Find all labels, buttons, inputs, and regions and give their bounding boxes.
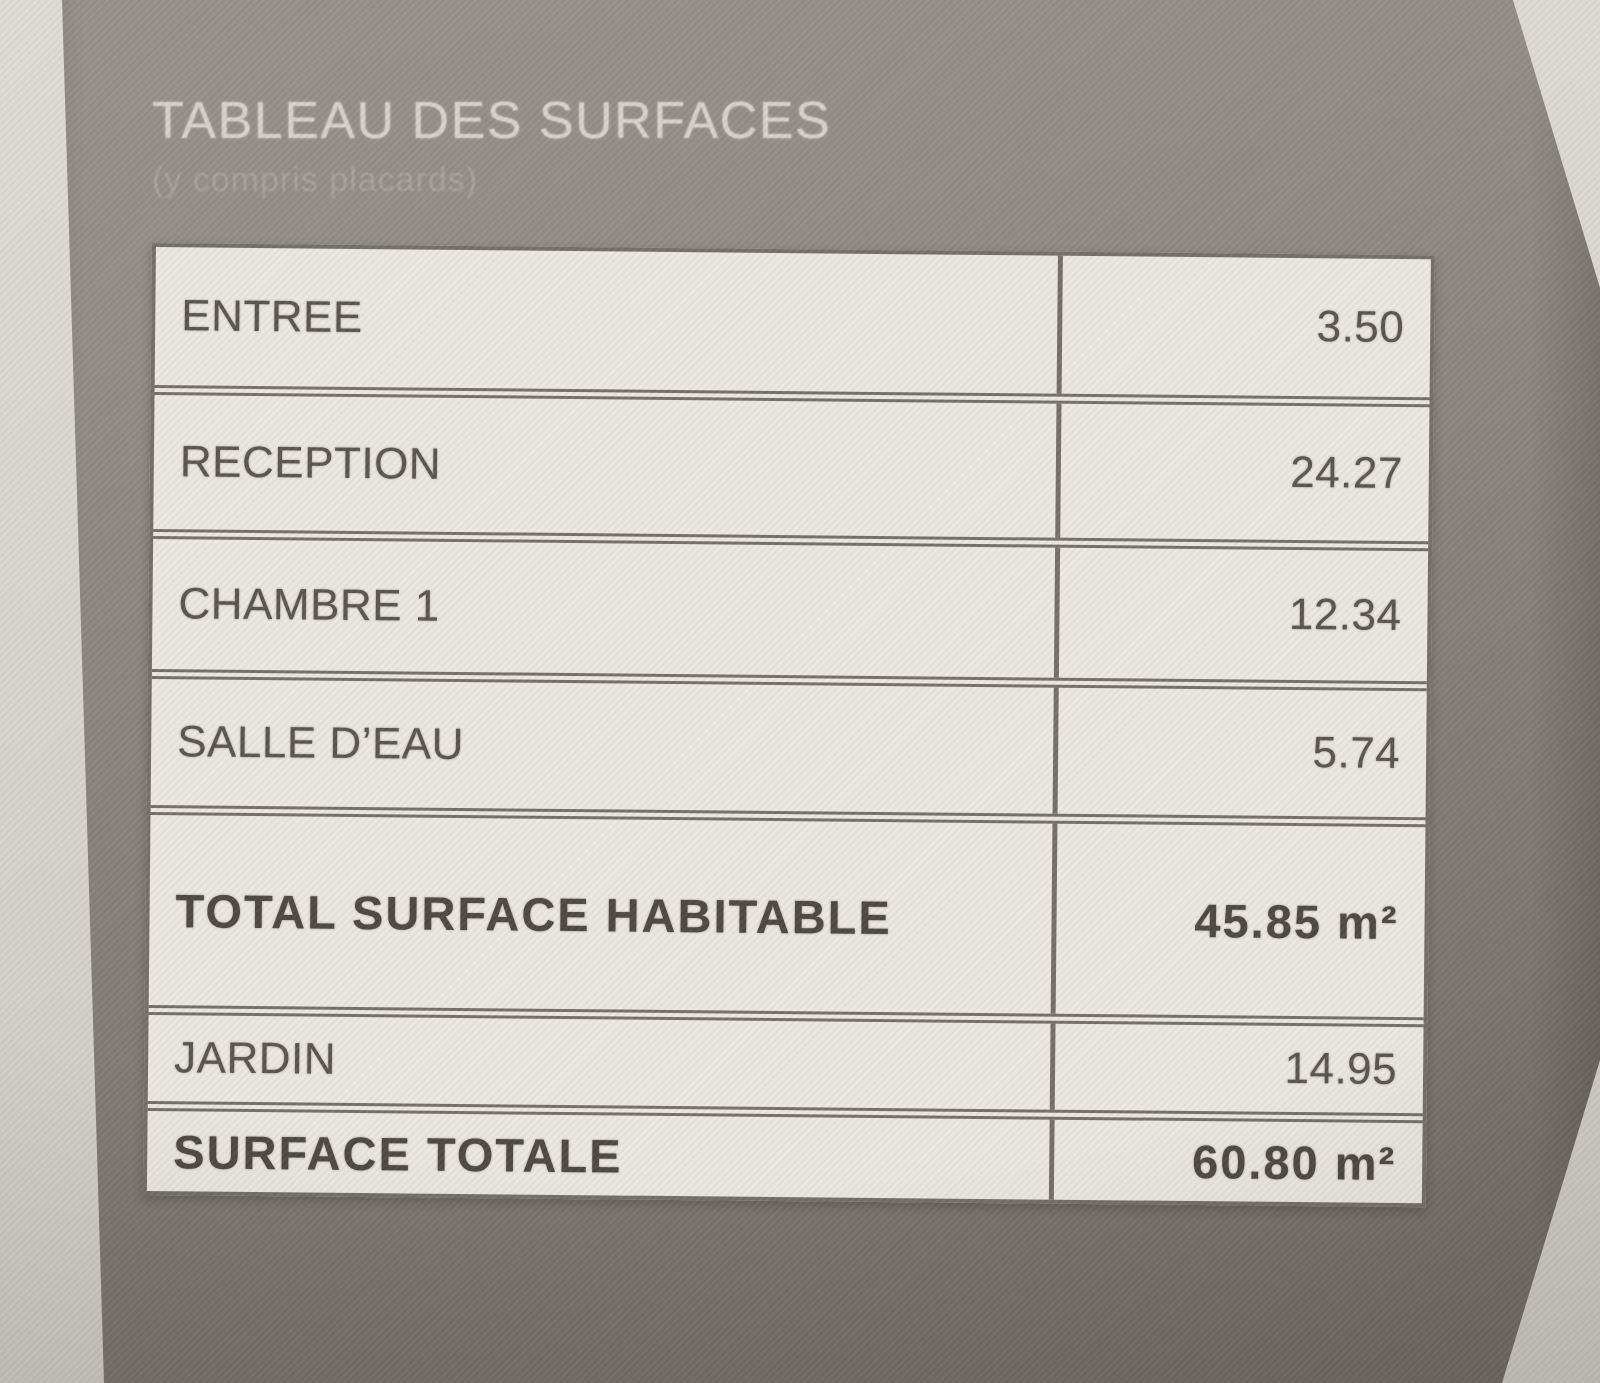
room-label: RECEPTION	[153, 395, 1062, 538]
surface-value: 12.34	[1288, 589, 1402, 641]
table-row: SALLE D’EAU 5.74	[150, 669, 1427, 818]
table-row: RECEPTION 24.27	[153, 385, 1430, 542]
surface-value: 14.95	[1284, 1043, 1398, 1094]
document-content: TABLEAU DES SURFACES (y compris placards…	[142, 92, 1435, 1208]
page-subtitle: (y compris placards)	[152, 161, 479, 199]
surface-value: 3.50	[1316, 302, 1405, 353]
table-row-total-habitable: TOTAL SURFACE HABITABLE 45.85 m²	[148, 805, 1426, 1018]
table-row: CHAMBRE 1 12.34	[151, 529, 1429, 682]
surface-value: 60.80 m²	[1191, 1134, 1397, 1190]
surface-value: 45.85 m²	[1194, 893, 1399, 949]
table-row-surface-totale: SURFACE TOTALE 60.80 m²	[146, 1100, 1423, 1204]
surface-value: 5.74	[1312, 728, 1401, 779]
room-label: CHAMBRE 1	[151, 539, 1061, 678]
room-label: ENTREE	[154, 247, 1063, 394]
table-tilt-wrapper: ENTREE 3.50 RECEPTION 24.27 CHAMBRE 1 12…	[142, 243, 1435, 1208]
surfaces-table: ENTREE 3.50 RECEPTION 24.27 CHAMBRE 1 12…	[142, 243, 1435, 1208]
room-label: SALLE D’EAU	[150, 679, 1059, 814]
room-label: TOTAL SURFACE HABITABLE	[148, 815, 1058, 1014]
room-label: SURFACE TOTALE	[146, 1110, 1055, 1200]
table-row: ENTREE 3.50	[154, 247, 1431, 397]
room-label: JARDIN	[147, 1015, 1056, 1110]
page-title: TABLEAU DES SURFACES	[152, 92, 832, 150]
surface-value: 24.27	[1290, 447, 1404, 499]
table-row: JARDIN 14.95	[147, 1005, 1424, 1114]
